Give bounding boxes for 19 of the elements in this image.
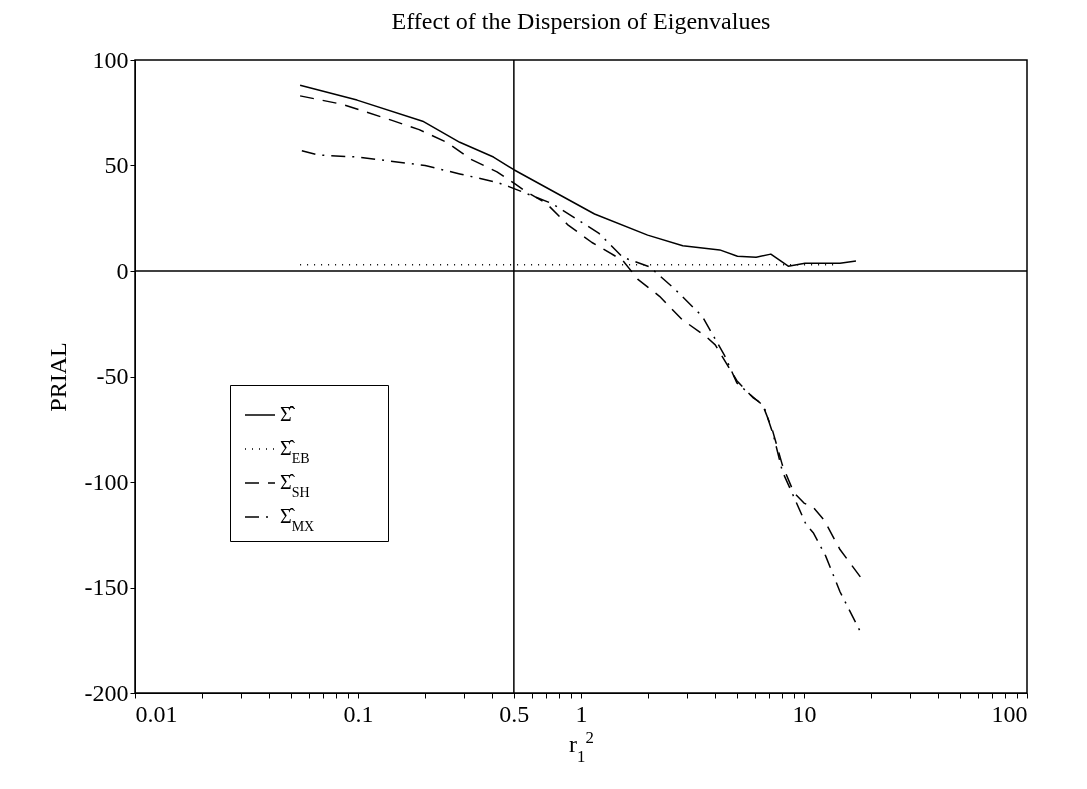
legend-label: Σ̂$_{SH}$ [280,471,310,500]
y-tick-label: -50 [96,363,129,389]
y-tick-label: 0 [116,257,129,284]
y-tick-label: -200 [84,679,129,706]
x-tick-label: 10 [792,700,817,727]
legend-label: Σ̂$_{MX}$ [280,505,315,534]
x-tick-label: 0.5 [499,700,530,727]
y-tick-label: -150 [84,574,129,600]
x-tick-label: 0.1 [343,700,374,727]
legend-label: Σ̂̂ [280,403,296,425]
y-axis-title: PRIAL [44,342,71,412]
legend-label: Σ̂$_{EB}$ [280,437,310,466]
x-tick-label: 100 [991,700,1028,727]
y-tick-label: -100 [84,468,129,495]
y-tick-label: 100 [92,46,129,73]
x-tick-label: 1 [575,700,588,727]
chart-title: Effect of the Dispersion of Eigenvalues [391,8,771,34]
x-tick-label: 0.01 [135,700,178,727]
y-tick-label: 50 [104,152,129,178]
